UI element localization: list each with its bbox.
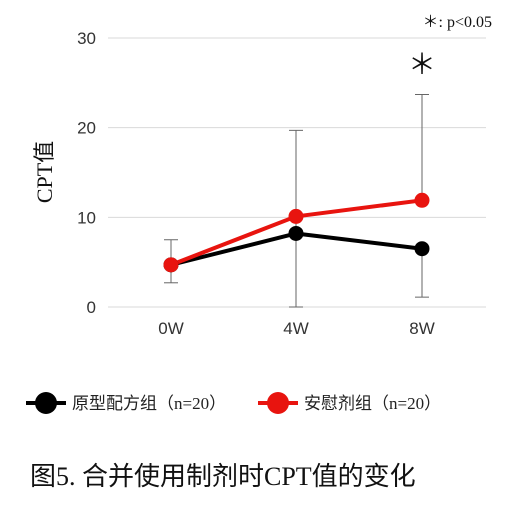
data-point-series-2 bbox=[163, 257, 179, 273]
y-tick-label: 0 bbox=[87, 298, 96, 317]
legend: 原型配方组（n=20） 安慰剂组（n=20） bbox=[26, 392, 441, 414]
legend-label: 安慰剂组（n=20） bbox=[304, 394, 441, 413]
line-chart: 0 10 20 30 0W 4W 8W CPT值 ＊: p<0.05 ＊ 原型配方组（n=… bbox=[26, 14, 492, 414]
legend-swatch-marker bbox=[35, 392, 57, 414]
x-tick-label: 4W bbox=[283, 319, 309, 338]
error-bars bbox=[164, 93, 429, 308]
y-tick-label: 10 bbox=[77, 208, 96, 227]
data-points bbox=[163, 192, 430, 273]
figure-caption: 图5. 合并使用制剂时CPT值的变化 bbox=[30, 462, 416, 491]
data-point-series-1 bbox=[414, 241, 430, 257]
legend-swatch-marker bbox=[267, 392, 289, 414]
y-tick-labels: 0 10 20 30 bbox=[77, 29, 96, 317]
x-tick-label: 8W bbox=[409, 319, 435, 338]
y-axis-label: CPT值 bbox=[32, 141, 57, 203]
significance-note: ＊: p<0.05 bbox=[423, 14, 492, 31]
y-tick-label: 30 bbox=[77, 29, 96, 48]
y-tick-label: 20 bbox=[77, 119, 96, 138]
significance-marker: ＊ bbox=[408, 50, 436, 81]
legend-label: 原型配方组（n=20） bbox=[72, 394, 226, 413]
x-tick-labels: 0W 4W 8W bbox=[158, 319, 435, 338]
data-point-series-2 bbox=[288, 208, 304, 224]
x-tick-label: 0W bbox=[158, 319, 184, 338]
data-point-series-1 bbox=[288, 225, 304, 241]
data-point-series-2 bbox=[414, 192, 430, 208]
